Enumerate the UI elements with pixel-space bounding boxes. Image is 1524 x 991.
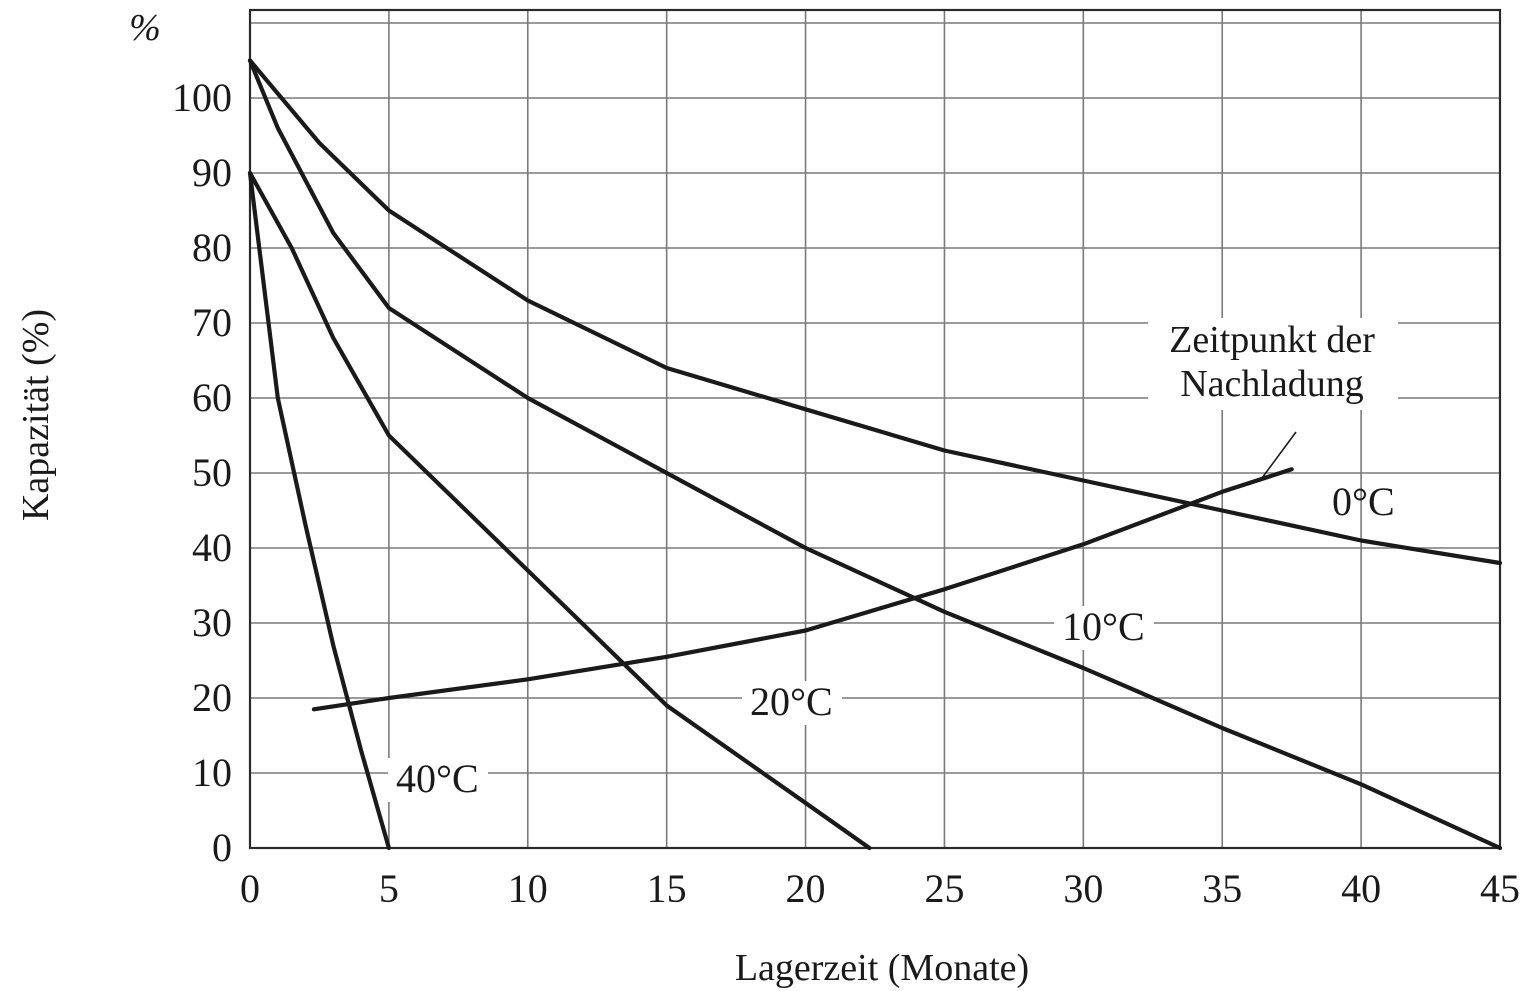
curve-20c [247, 170, 872, 851]
x-tick-label-15: 15 [647, 866, 687, 911]
recharge-annotation-line1: Zeitpunkt der [1169, 319, 1375, 361]
y-tick-labels: 0 10 20 30 40 50 60 70 80 90 100 [172, 75, 232, 870]
curve-40c [247, 170, 391, 851]
x-tick-label-10: 10 [508, 866, 548, 911]
plot-frame [248, 8, 1502, 850]
x-tick-label-25: 25 [924, 866, 964, 911]
curve-10c [247, 58, 1503, 851]
series-label-20c-bg [742, 681, 842, 725]
y-tick-label-30: 30 [192, 600, 232, 645]
recharge-annotation-line2: Nachladung [1180, 363, 1364, 405]
y-tick-label-80: 80 [192, 225, 232, 270]
x-tick-label-35: 35 [1202, 866, 1242, 911]
x-tick-label-30: 30 [1063, 866, 1103, 911]
x-tick-label-20: 20 [786, 866, 826, 911]
series-curves [247, 58, 1503, 851]
y-tick-label-100: 100 [172, 75, 232, 120]
recharge-annotation-bg [1148, 318, 1398, 410]
y-axis-label: Kapazität (%) [15, 309, 57, 521]
recharge-leader-line [1261, 431, 1297, 479]
x-tick-label-45: 45 [1480, 866, 1520, 911]
y-tick-label-70: 70 [192, 300, 232, 345]
axes [248, 8, 1502, 850]
x-tick-label-0: 0 [240, 866, 260, 911]
curve-recharge-point [311, 467, 1294, 712]
x-tick-label-5: 5 [379, 866, 399, 911]
y-tick-label-50: 50 [192, 450, 232, 495]
y-tick-label-40: 40 [192, 525, 232, 570]
y-unit-label: % [129, 7, 161, 49]
x-tick-labels: 0 5 10 15 20 25 30 35 40 45 [240, 866, 1520, 911]
series-label-40c: 40°C [396, 756, 479, 801]
x-tick-label-40: 40 [1341, 866, 1381, 911]
y-tick-label-20: 20 [192, 675, 232, 720]
y-tick-label-90: 90 [192, 150, 232, 195]
y-tick-label-10: 10 [192, 750, 232, 795]
y-tick-label-60: 60 [192, 375, 232, 420]
series-label-20c: 20°C [750, 679, 833, 724]
series-label-10c-bg [1054, 606, 1154, 650]
curve-0c [247, 58, 1503, 566]
series-label-0c: 0°C [1332, 479, 1395, 524]
series-label-10c: 10°C [1062, 604, 1145, 649]
series-label-40c-bg [388, 758, 488, 802]
x-axis-label: Lagerzeit (Monate) [735, 947, 1029, 989]
y-tick-label-0: 0 [212, 825, 232, 870]
